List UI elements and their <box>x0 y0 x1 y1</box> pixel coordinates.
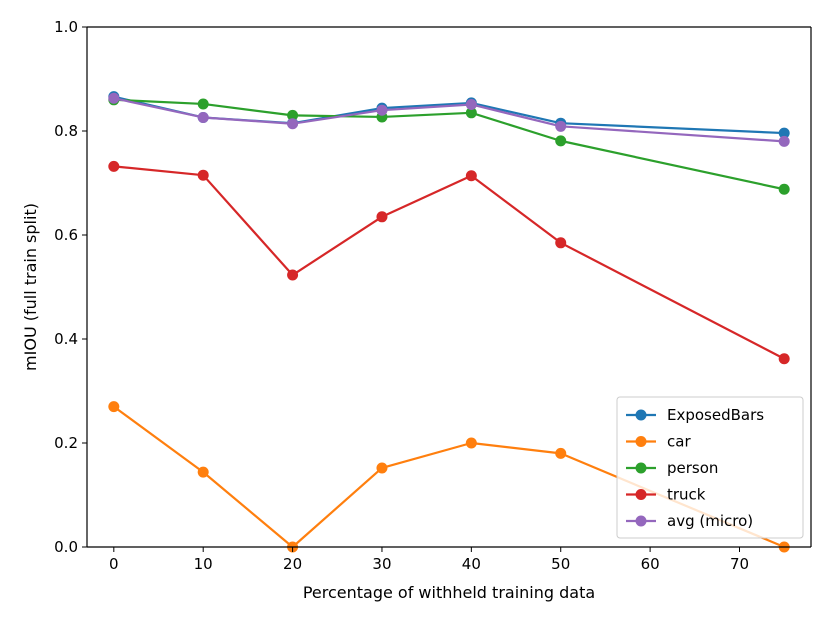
y-tick-label: 0.6 <box>54 226 78 244</box>
data-point-avg-micro <box>197 111 209 123</box>
legend-item-person: person <box>626 459 718 477</box>
legend-label: car <box>667 433 691 451</box>
series-car <box>108 401 790 553</box>
legend-item-exposedbars: ExposedBars <box>626 406 764 424</box>
x-tick-label: 30 <box>372 555 391 573</box>
x-tick-label: 20 <box>283 555 302 573</box>
y-tick-label: 0.8 <box>54 122 78 140</box>
legend-item-car: car <box>626 433 691 451</box>
data-point-person <box>197 98 209 110</box>
data-point-truck <box>197 169 209 181</box>
x-tick-label: 40 <box>462 555 481 573</box>
legend-marker-swatch <box>635 409 647 421</box>
series-avg-micro <box>108 92 790 147</box>
legend-item-avg-micro: avg (micro) <box>626 512 753 530</box>
x-tick-label: 60 <box>641 555 660 573</box>
data-point-exposedbars <box>778 127 790 139</box>
data-point-avg-micro <box>287 118 299 130</box>
x-axis-label: Percentage of withheld training data <box>303 583 595 602</box>
legend-marker-swatch <box>635 489 647 500</box>
data-point-avg-micro <box>778 135 790 147</box>
legend-marker-swatch <box>635 462 647 474</box>
x-axis-ticks: 0 10 20 30 40 50 60 70 <box>109 547 749 573</box>
y-axis-ticks: 0.0 0.2 0.4 0.6 0.8 1.0 <box>54 18 87 556</box>
data-point-truck <box>376 211 388 223</box>
data-point-car <box>376 462 388 474</box>
legend-item-truck: truck <box>626 486 706 504</box>
y-axis-label: mIOU (full train split) <box>21 203 40 371</box>
y-tick-label: 0.4 <box>54 330 78 348</box>
data-point-avg-micro <box>555 120 567 132</box>
data-point-person <box>287 109 299 121</box>
legend-frame <box>616 396 804 539</box>
legend-label: truck <box>667 486 706 504</box>
data-point-car <box>108 401 120 413</box>
data-point-car <box>465 437 477 449</box>
data-point-avg-micro <box>376 104 388 116</box>
x-tick-label: 10 <box>194 555 213 573</box>
data-point-truck <box>555 237 567 249</box>
data-point-person <box>465 107 477 119</box>
y-tick-label: 0.2 <box>54 434 78 452</box>
data-point-person <box>555 135 567 147</box>
legend-label: person <box>667 459 718 477</box>
data-point-person <box>778 183 790 195</box>
x-tick-label: 70 <box>730 555 749 573</box>
legend-marker-swatch <box>635 436 647 447</box>
data-point-truck <box>778 353 790 365</box>
legend: ExposedBars car person truck avg (micro) <box>616 396 804 539</box>
x-tick-label: 50 <box>551 555 570 573</box>
data-point-car <box>555 447 567 459</box>
x-tick-label: 0 <box>109 555 119 573</box>
series-layer <box>108 91 790 553</box>
axes-frame <box>86 26 812 548</box>
legend-marker-swatch <box>635 515 647 527</box>
y-tick-label: 0.0 <box>54 538 78 556</box>
data-point-avg-micro <box>108 92 120 104</box>
data-point-avg-micro <box>465 98 477 110</box>
data-point-truck <box>287 269 299 281</box>
legend-label: ExposedBars <box>667 406 764 424</box>
data-point-truck <box>465 170 477 182</box>
y-tick-label: 1.0 <box>54 18 78 36</box>
series-truck <box>108 160 790 365</box>
legend-label: avg (micro) <box>667 512 753 530</box>
data-point-truck <box>108 160 120 172</box>
data-point-car <box>197 466 209 478</box>
